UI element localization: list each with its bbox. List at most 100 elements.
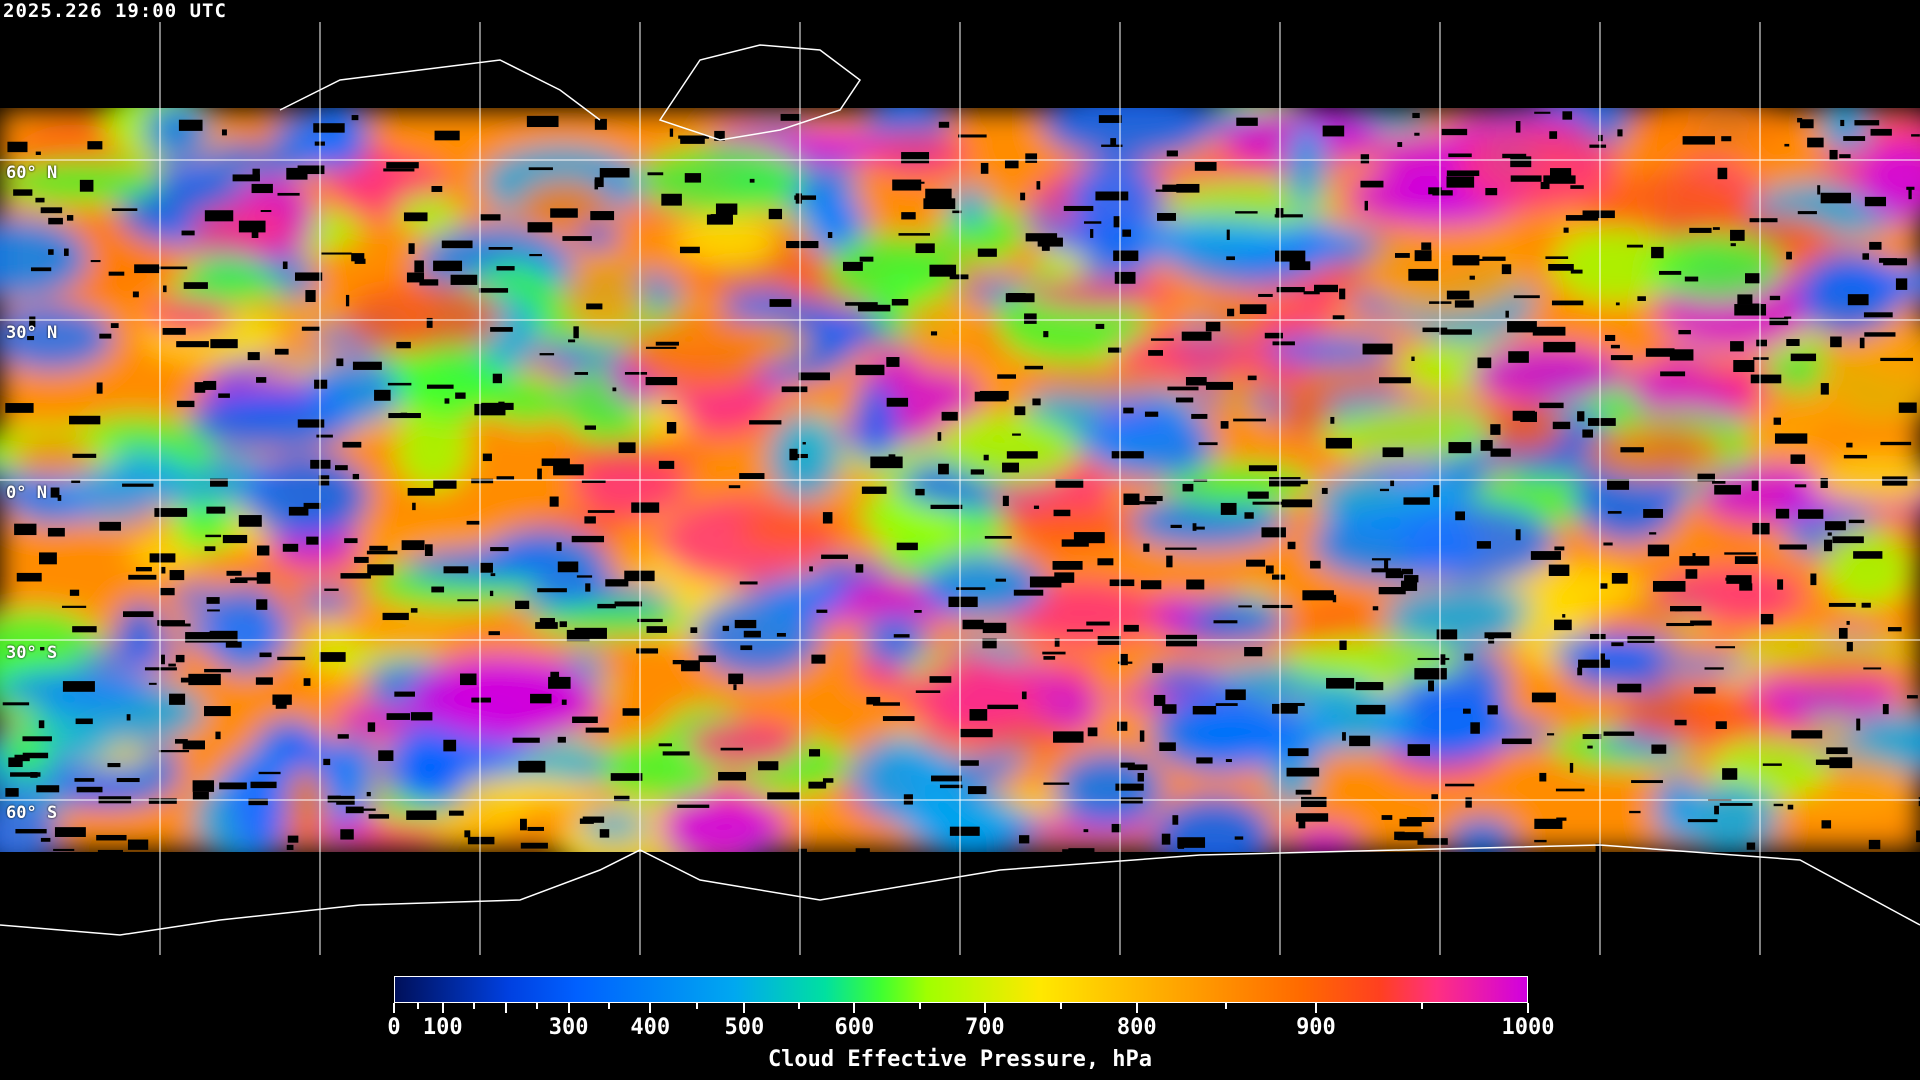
clear-sky-patch [1246,559,1266,567]
clear-sky-patch [1083,829,1089,833]
clear-sky-patch [256,572,271,584]
clear-sky-patch [1239,304,1267,315]
clear-sky-patch [662,751,690,756]
clear-sky-patch [39,552,57,565]
clear-sky-patch [1272,341,1295,346]
clear-sky-patch [277,656,306,661]
clear-sky-patch [324,588,339,591]
clear-sky-patch [222,534,248,544]
clear-sky-patch [1854,120,1880,126]
clear-sky-patch [915,243,935,254]
clear-sky-patch [872,702,900,706]
clear-sky-patch [1534,111,1551,114]
clear-sky-patch [743,630,761,638]
clear-sky-patch [496,266,515,271]
clear-sky-patch [400,412,408,417]
clear-sky-patch [780,113,801,121]
clear-sky-patch [573,326,579,339]
clear-sky-patch [72,453,97,458]
clear-sky-patch [122,611,154,618]
clear-sky-patch [1880,357,1914,362]
clear-sky-patch [396,341,411,349]
cloud-patch [1151,693,1286,773]
clear-sky-patch [1530,551,1561,560]
clear-sky-patch [1797,117,1803,123]
clear-sky-patch [1349,735,1371,747]
lat-label-30s: 30° S [6,643,58,663]
clear-sky-patch [1827,532,1832,536]
clear-sky-patch [274,348,289,355]
clear-sky-patch [1455,511,1466,521]
clear-sky-patch [286,844,294,850]
clear-sky-patch [1362,343,1393,355]
clear-sky-patch [1397,142,1403,147]
clear-sky-patch [776,632,786,637]
clear-sky-patch [1507,321,1537,333]
clear-sky-patch [808,781,827,789]
clear-sky-patch [366,550,398,555]
clear-sky-patch [460,673,477,686]
clear-sky-patch [1856,718,1861,731]
cloud-patch [1290,824,1358,858]
clear-sky-patch [1090,229,1094,238]
clear-sky-patch [387,382,412,386]
clear-sky-patch [952,210,962,214]
clear-sky-patch [1172,815,1179,825]
clear-sky-patch [749,178,755,183]
clear-sky-patch [1272,703,1298,714]
clear-sky-patch [1821,820,1832,829]
clear-sky-patch [286,167,308,180]
clear-sky-patch [1198,442,1218,446]
clear-sky-patch [1195,526,1205,530]
clear-sky-patch [1043,331,1049,338]
clear-sky-patch [816,609,828,613]
cloud-patch [1654,566,1806,624]
clear-sky-patch [1321,487,1328,494]
cloud-patch [885,548,947,574]
clear-sky-patch [335,465,348,471]
clear-sky-patch [1295,813,1329,822]
clear-sky-patch [1617,129,1623,137]
clear-sky-patch [757,761,779,771]
clear-sky-patch [1678,329,1691,335]
clear-sky-patch [1332,594,1337,603]
clear-sky-patch [1540,181,1550,190]
clear-sky-patch [1887,627,1902,632]
clear-sky-patch [366,791,371,797]
clear-sky-patch [69,415,101,425]
clear-sky-patch [739,581,758,585]
cloud-patch [798,193,867,257]
clear-sky-patch [1779,544,1807,550]
clear-sky-patch [489,590,494,597]
clear-sky-patch [386,162,419,169]
clear-sky-patch [1143,543,1150,552]
clear-sky-patch [205,534,222,538]
clear-sky-patch [1401,568,1413,575]
clear-sky-patch [655,341,679,346]
clear-sky-patch [969,709,988,721]
clear-sky-patch [1117,661,1133,664]
clear-sky-patch [1248,465,1277,472]
clear-sky-patch [457,599,479,602]
clear-sky-patch [1226,229,1230,241]
clear-sky-patch [515,600,530,610]
clear-sky-patch [250,781,277,789]
clear-sky-patch [720,747,744,751]
clear-sky-patch [194,382,206,393]
clear-sky-patch [176,400,195,408]
cloud-patch [1481,400,1565,454]
clear-sky-patch [1578,659,1610,668]
clear-sky-patch [1140,580,1162,590]
clear-sky-patch [1446,176,1475,188]
clear-sky-patch [1412,112,1420,119]
clear-sky-patch [1615,302,1620,306]
cloud-patch [763,576,847,615]
clear-sky-patch [1404,575,1419,583]
clear-sky-patch [886,397,909,407]
clear-sky-patch [1302,590,1334,601]
clear-sky-patch [1577,411,1585,422]
clear-sky-patch [1225,759,1232,763]
clear-sky-patch [1647,544,1670,557]
clear-sky-patch [585,727,609,733]
clear-sky-patch [1261,527,1286,538]
